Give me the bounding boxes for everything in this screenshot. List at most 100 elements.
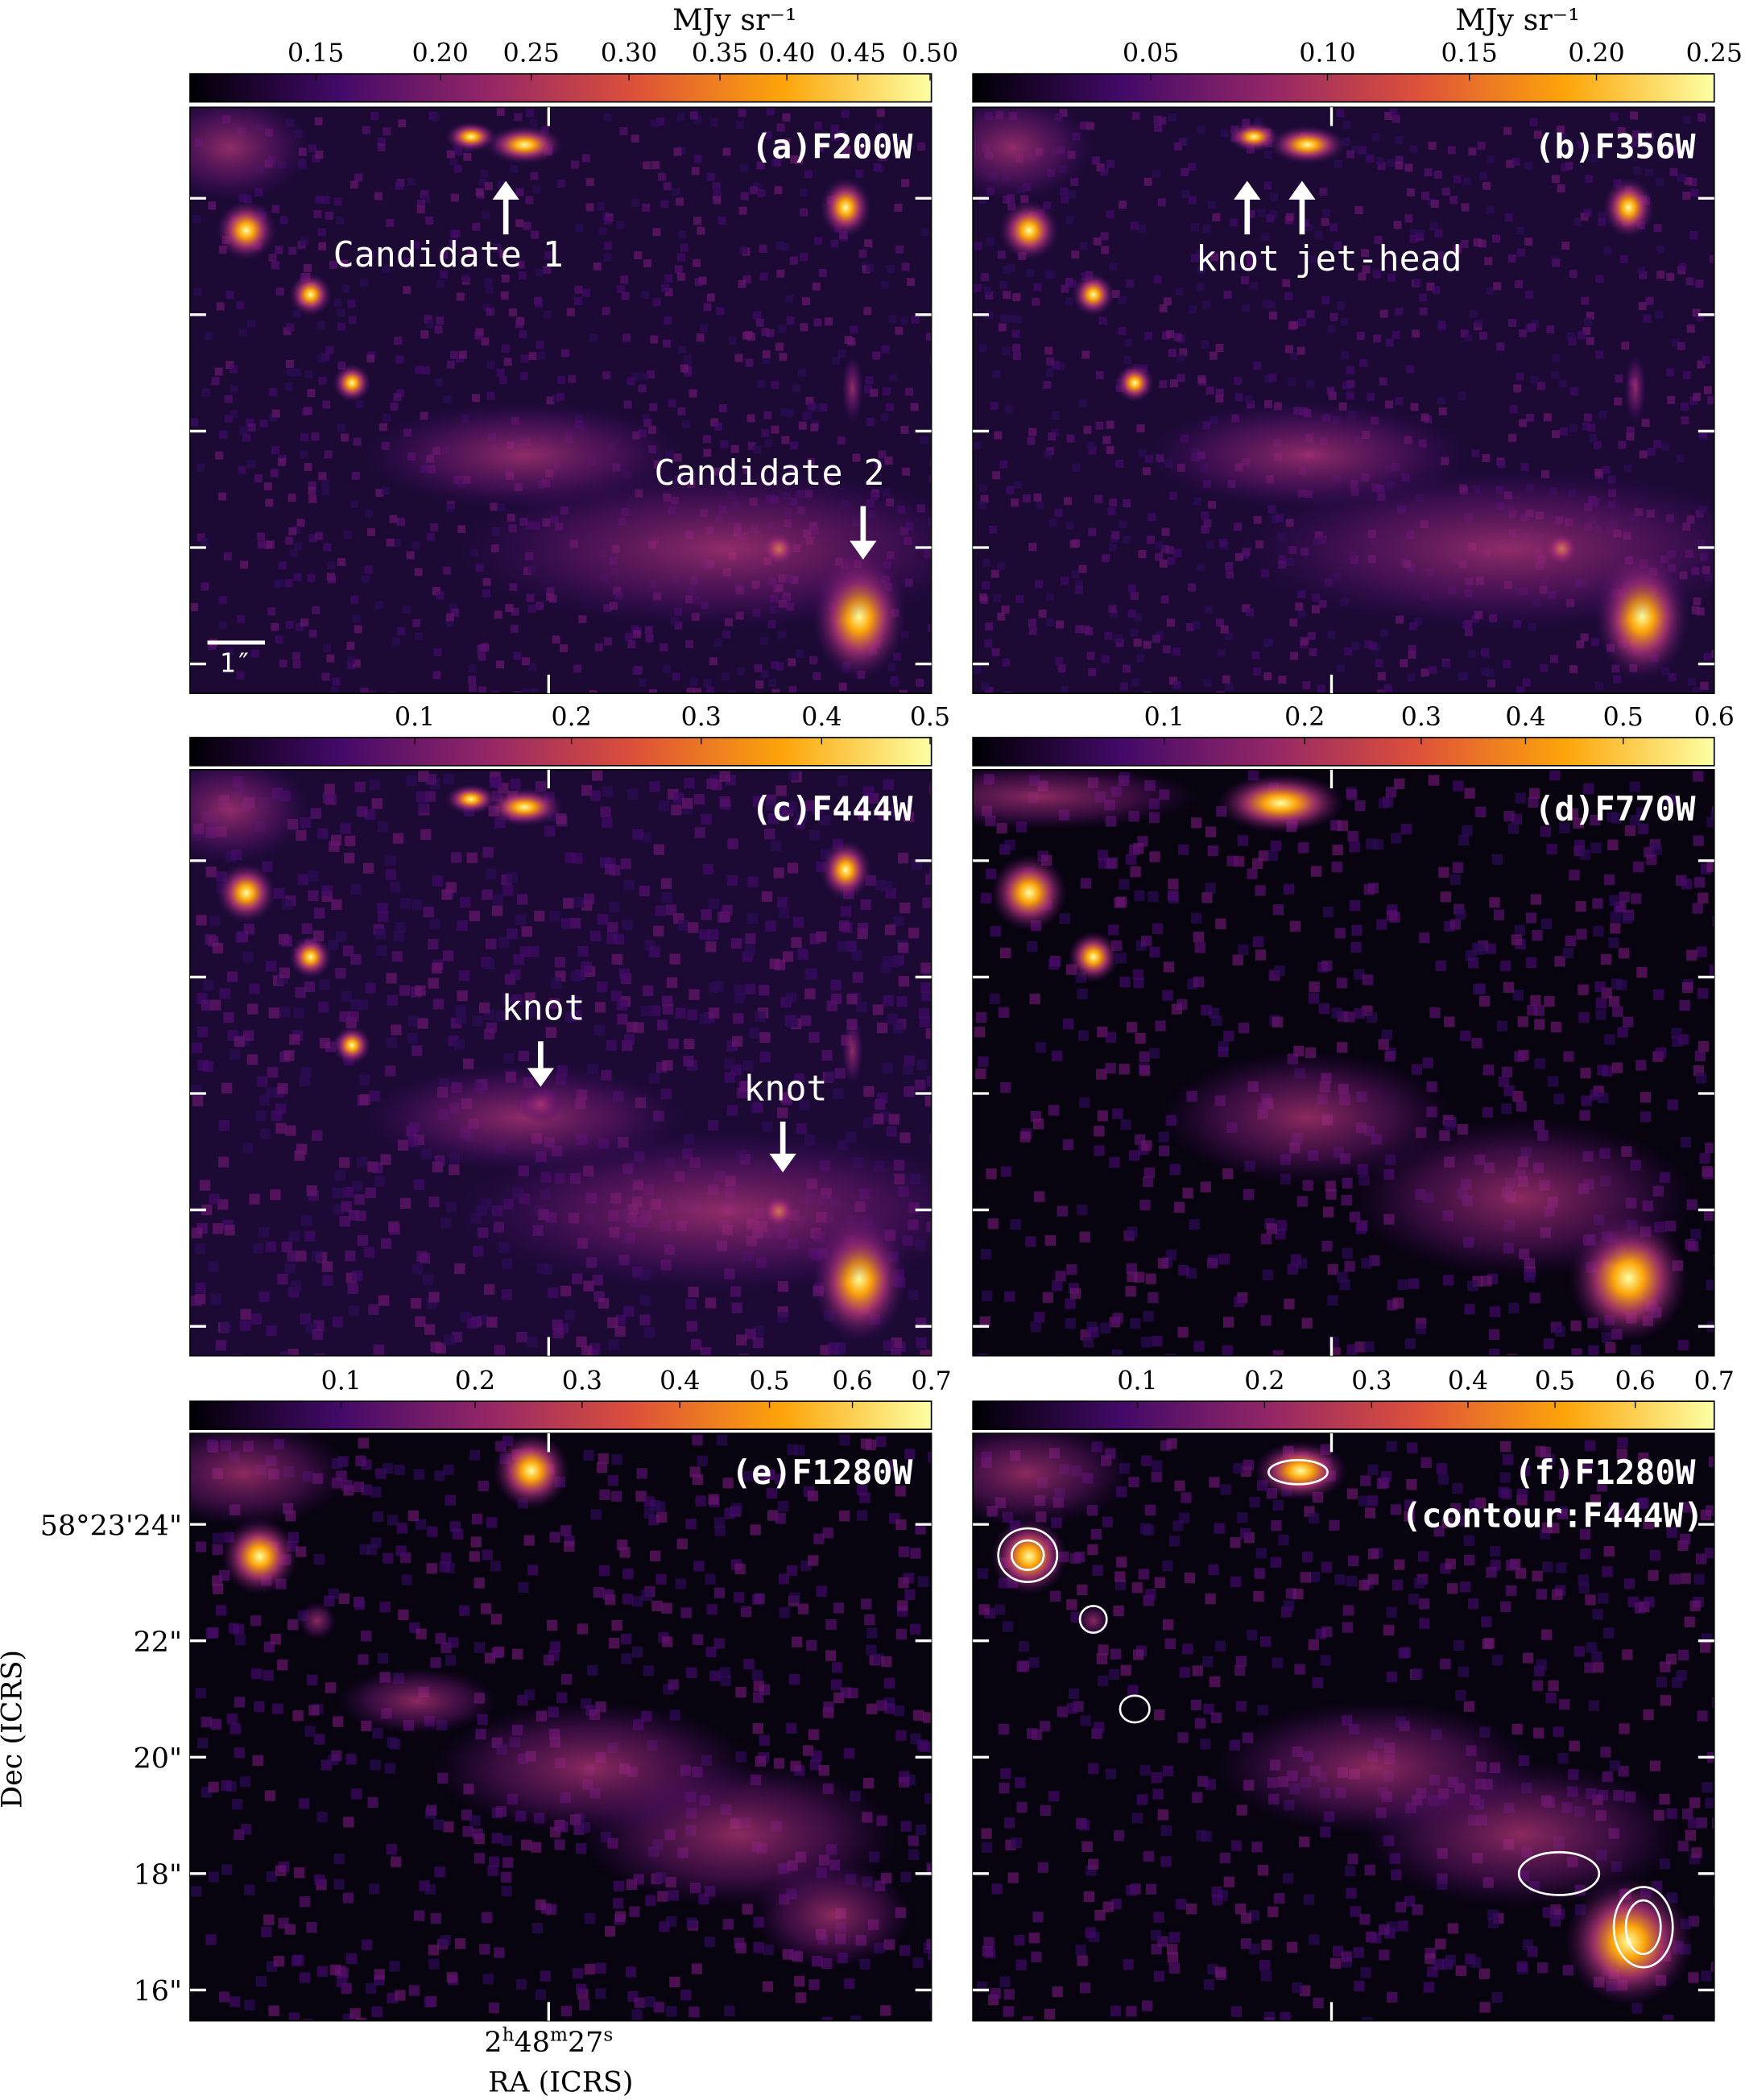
noise-pixel bbox=[1334, 1574, 1346, 1585]
noise-pixel bbox=[581, 154, 590, 163]
noise-pixel bbox=[1143, 1176, 1154, 1188]
noise-pixel bbox=[694, 827, 705, 838]
noise-pixel bbox=[1141, 1140, 1152, 1151]
noise-pixel bbox=[673, 147, 682, 156]
noise-pixel bbox=[1435, 251, 1444, 260]
noise-pixel bbox=[598, 1453, 609, 1465]
noise-pixel bbox=[554, 1839, 565, 1850]
panel-label-contour: (contour:F444W) bbox=[1401, 1495, 1703, 1535]
noise-pixel bbox=[1630, 815, 1641, 826]
colorbar-tick-label: 0.05 bbox=[1123, 39, 1179, 68]
noise-pixel bbox=[1262, 1269, 1274, 1281]
noise-pixel bbox=[928, 1452, 932, 1463]
noise-pixel bbox=[549, 1532, 560, 1543]
noise-pixel bbox=[1179, 348, 1188, 357]
noise-pixel bbox=[914, 1079, 926, 1091]
noise-pixel bbox=[1236, 1804, 1247, 1816]
noise-pixel bbox=[1637, 266, 1646, 275]
noise-pixel bbox=[300, 433, 308, 442]
noise-pixel bbox=[1364, 1507, 1376, 1519]
noise-pixel bbox=[1152, 635, 1160, 643]
noise-pixel bbox=[443, 1821, 454, 1833]
noise-pixel bbox=[759, 1734, 770, 1747]
noise-pixel bbox=[1186, 622, 1195, 631]
noise-pixel bbox=[898, 1577, 909, 1589]
noise-pixel bbox=[314, 1734, 325, 1745]
noise-pixel bbox=[377, 137, 386, 146]
noise-pixel bbox=[1176, 374, 1185, 382]
noise-pixel bbox=[1626, 427, 1635, 436]
noise-pixel bbox=[1328, 391, 1337, 400]
noise-pixel bbox=[403, 257, 412, 266]
noise-pixel bbox=[1342, 1622, 1354, 1633]
colorbar-unit-label: MJy sr⁻¹ bbox=[1455, 2, 1580, 37]
noise-pixel bbox=[1068, 279, 1077, 288]
noise-pixel bbox=[1573, 817, 1584, 829]
noise-pixel bbox=[600, 806, 611, 817]
noise-pixel bbox=[734, 993, 746, 1004]
noise-pixel bbox=[718, 404, 727, 413]
noise-pixel bbox=[841, 110, 850, 118]
noise-pixel bbox=[1254, 1568, 1265, 1579]
noise-pixel bbox=[690, 1338, 702, 1350]
noise-pixel bbox=[453, 1039, 465, 1050]
noise-pixel bbox=[1001, 606, 1010, 614]
noise-pixel bbox=[931, 1614, 932, 1625]
noise-pixel bbox=[1700, 681, 1709, 690]
noise-pixel bbox=[1212, 213, 1221, 221]
noise-pixel bbox=[1516, 1101, 1527, 1112]
noise-pixel bbox=[225, 647, 234, 655]
noise-pixel bbox=[300, 450, 308, 459]
noise-pixel bbox=[674, 265, 683, 274]
noise-pixel bbox=[308, 144, 317, 153]
noise-pixel bbox=[1234, 393, 1243, 402]
noise-pixel bbox=[1598, 217, 1606, 226]
noise-pixel bbox=[1611, 1062, 1623, 1073]
noise-pixel bbox=[1162, 1765, 1173, 1777]
noise-pixel bbox=[355, 1455, 366, 1466]
noise-pixel bbox=[1160, 1856, 1172, 1867]
noise-pixel bbox=[815, 143, 824, 152]
noise-pixel bbox=[1474, 944, 1486, 955]
noise-pixel bbox=[501, 344, 510, 353]
noise-pixel bbox=[1129, 1150, 1140, 1161]
noise-pixel bbox=[1087, 1544, 1098, 1556]
noise-pixel bbox=[1149, 946, 1160, 958]
noise-pixel bbox=[483, 1284, 495, 1295]
noise-pixel bbox=[287, 494, 296, 502]
noise-pixel bbox=[1144, 332, 1153, 341]
noise-pixel bbox=[1671, 1027, 1682, 1039]
colorbar-tick-label: 0.1 bbox=[1144, 703, 1185, 732]
noise-pixel bbox=[1311, 605, 1320, 614]
noise-pixel bbox=[1329, 1957, 1342, 1969]
noise-pixel bbox=[1671, 338, 1680, 347]
noise-pixel bbox=[428, 1196, 440, 1208]
noise-pixel bbox=[372, 1162, 383, 1174]
noise-pixel bbox=[687, 1009, 698, 1020]
noise-pixel bbox=[271, 409, 280, 418]
noise-pixel bbox=[1267, 1906, 1279, 1917]
noise-pixel bbox=[889, 374, 898, 382]
noise-pixel bbox=[510, 779, 521, 790]
noise-pixel bbox=[467, 246, 476, 255]
noise-pixel bbox=[482, 846, 494, 858]
noise-pixel bbox=[1646, 854, 1657, 866]
noise-pixel bbox=[837, 940, 848, 952]
noise-pixel bbox=[862, 1117, 875, 1128]
noise-pixel bbox=[328, 575, 337, 584]
noise-pixel bbox=[482, 303, 491, 312]
noise-pixel bbox=[708, 929, 719, 940]
noise-pixel bbox=[975, 1068, 986, 1080]
noise-pixel bbox=[831, 1662, 843, 1673]
noise-pixel bbox=[804, 969, 816, 980]
noise-pixel bbox=[857, 808, 869, 819]
noise-pixel bbox=[1075, 625, 1084, 634]
dec-tick-label: 58°23'24" bbox=[40, 1510, 182, 1542]
noise-pixel bbox=[888, 1114, 899, 1125]
noise-pixel bbox=[1427, 1966, 1438, 1978]
noise-pixel bbox=[1706, 816, 1714, 828]
noise-pixel bbox=[1373, 334, 1382, 343]
noise-pixel bbox=[992, 471, 1001, 480]
noise-pixel bbox=[232, 1798, 243, 1810]
noise-pixel bbox=[982, 581, 990, 590]
